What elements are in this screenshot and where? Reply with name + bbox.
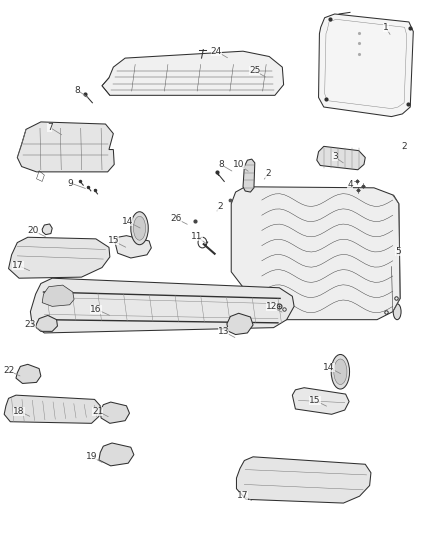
Text: 11: 11 [191, 232, 203, 241]
Polygon shape [16, 365, 41, 383]
Polygon shape [227, 313, 253, 335]
Text: 22: 22 [3, 366, 14, 375]
Text: 1: 1 [383, 23, 389, 32]
Text: 8: 8 [74, 85, 80, 94]
Polygon shape [292, 387, 349, 414]
Text: 8: 8 [219, 160, 225, 169]
Polygon shape [318, 14, 413, 117]
Text: 7: 7 [47, 123, 53, 132]
Text: 10: 10 [233, 160, 245, 169]
Polygon shape [243, 159, 255, 192]
Text: 4: 4 [347, 180, 353, 189]
Text: 25: 25 [249, 67, 261, 75]
Text: 19: 19 [86, 453, 97, 462]
Text: 26: 26 [170, 214, 182, 223]
Polygon shape [17, 122, 114, 172]
Text: 12: 12 [266, 302, 277, 311]
Text: 2: 2 [217, 202, 223, 211]
Polygon shape [317, 147, 365, 169]
Polygon shape [99, 443, 134, 466]
Polygon shape [35, 316, 57, 332]
Text: 2: 2 [402, 142, 407, 151]
Text: 15: 15 [108, 237, 119, 246]
Polygon shape [231, 187, 400, 320]
Ellipse shape [393, 304, 401, 320]
Text: 20: 20 [28, 227, 39, 236]
Polygon shape [237, 457, 371, 503]
Text: 13: 13 [218, 327, 229, 336]
Polygon shape [100, 402, 130, 423]
Polygon shape [30, 278, 294, 333]
Text: 14: 14 [122, 217, 133, 226]
Text: 21: 21 [92, 407, 103, 416]
Ellipse shape [334, 359, 347, 384]
Text: 14: 14 [323, 363, 335, 372]
Text: 2: 2 [265, 169, 271, 179]
Text: 23: 23 [25, 320, 36, 329]
Text: 17: 17 [12, 261, 24, 270]
Text: 3: 3 [332, 152, 338, 161]
Text: 5: 5 [395, 247, 401, 256]
Ellipse shape [131, 212, 148, 245]
Polygon shape [42, 285, 74, 306]
Text: 18: 18 [13, 407, 25, 416]
Text: 24: 24 [211, 47, 222, 55]
Polygon shape [115, 236, 151, 258]
Polygon shape [4, 395, 100, 423]
Polygon shape [9, 237, 110, 278]
Text: 15: 15 [309, 396, 321, 405]
Ellipse shape [134, 216, 146, 240]
Polygon shape [42, 224, 52, 235]
Text: 9: 9 [68, 179, 74, 188]
Polygon shape [102, 51, 284, 95]
Text: 17: 17 [237, 490, 248, 499]
Ellipse shape [331, 354, 350, 389]
Text: 16: 16 [90, 304, 102, 313]
